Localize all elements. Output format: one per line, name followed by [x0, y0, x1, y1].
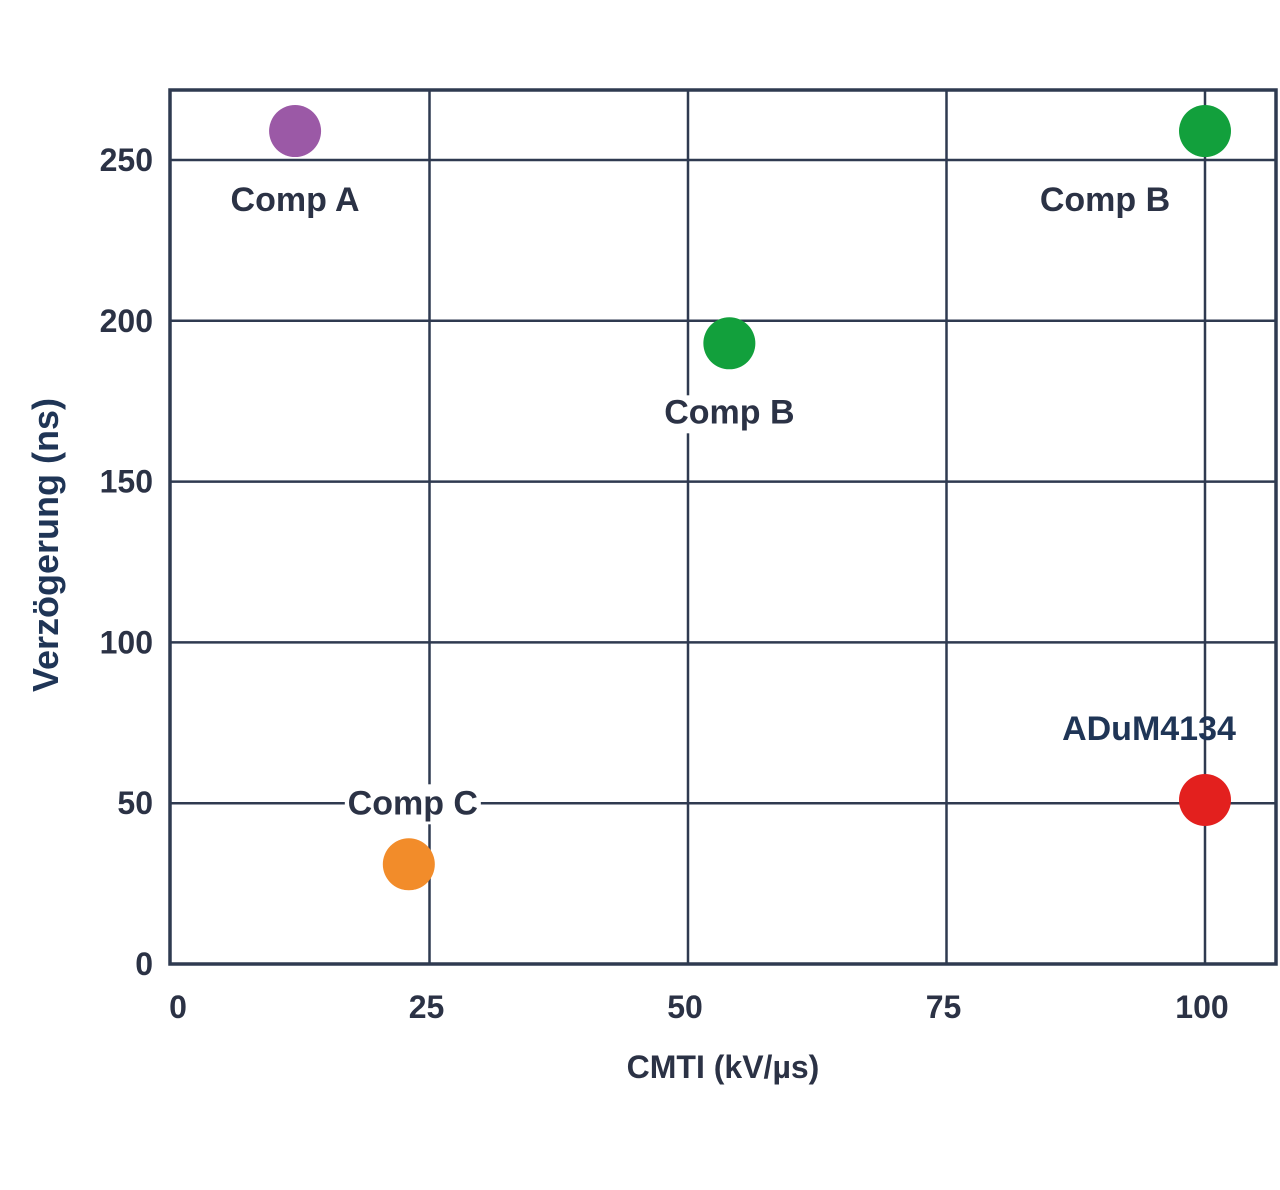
point-label: Comp A — [231, 181, 360, 219]
y-axis-label: Verzögerung (ns) — [25, 398, 66, 692]
x-tick-label: 0 — [169, 989, 187, 1025]
point-label: ADuM4134 — [1062, 710, 1236, 748]
data-point — [1179, 105, 1231, 158]
y-tick-label: 50 — [117, 785, 153, 821]
x-tick-label: 75 — [926, 989, 962, 1025]
y-tick-label: 0 — [135, 946, 153, 982]
label-background — [661, 395, 798, 434]
x-tick-labels: 0 25 50 75 100 — [169, 989, 1229, 1025]
label-background — [227, 183, 364, 222]
point-label: Comp B — [664, 393, 794, 431]
point-label: Comp B — [1040, 181, 1170, 219]
x-tick-label: 25 — [409, 989, 445, 1025]
y-tick-label: 100 — [100, 624, 153, 660]
y-tick-label: 150 — [100, 464, 153, 500]
plot-border — [168, 88, 1278, 966]
y-tick-labels: 0 50 100 150 200 250 — [100, 142, 153, 982]
grid — [170, 90, 1276, 964]
point-labels: Comp A Comp B Comp B Comp C ADuM4134 — [227, 181, 1236, 825]
data-point — [1179, 773, 1231, 826]
x-axis-label: CMTI (kV/µs) — [627, 1049, 820, 1085]
label-background — [344, 784, 481, 825]
y-tick-label: 200 — [100, 303, 153, 339]
x-tick-label: 50 — [667, 989, 703, 1025]
plot-frame — [168, 88, 1278, 966]
data-points — [269, 105, 1231, 891]
data-point — [382, 838, 435, 891]
point-label: Comp C — [348, 784, 478, 822]
x-tick-label: 100 — [1175, 989, 1228, 1025]
y-tick-label: 250 — [100, 142, 153, 178]
data-point — [269, 105, 322, 158]
data-point — [703, 317, 756, 370]
